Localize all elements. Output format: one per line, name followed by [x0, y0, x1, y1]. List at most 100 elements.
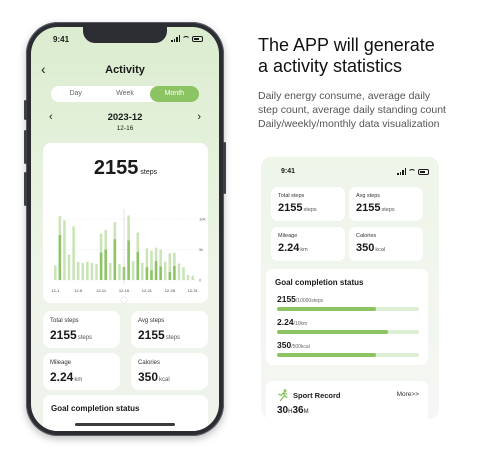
bar-light: [177, 263, 181, 280]
home-indicator: [75, 423, 175, 426]
panel-battery-icon: [418, 168, 429, 175]
bar-dark: [113, 239, 117, 280]
bar-light: [108, 262, 112, 280]
bar-light: [81, 262, 85, 280]
x-tick-label: 12-16: [119, 288, 130, 293]
sport-more-link[interactable]: More>>: [396, 391, 419, 398]
panel-calories-value: 350: [356, 242, 375, 254]
description: Daily energy consume, average daily step…: [258, 89, 498, 131]
calories-unit: kcal: [159, 377, 170, 383]
mileage-value: 2.24: [50, 370, 74, 384]
goal-calories-track: [277, 353, 419, 357]
nav-bar: ‹ Activity: [31, 61, 219, 77]
panel-calories-card: Calories 350kcal: [349, 227, 423, 261]
description-line-2: step count, average daily standing count: [258, 104, 446, 116]
tab-week[interactable]: Week: [116, 90, 134, 97]
battery-icon: [192, 35, 203, 42]
x-tick-label: 12-21: [142, 288, 153, 293]
volume-down-button: [24, 172, 27, 206]
bar-light: [63, 220, 66, 280]
panel-total-steps-unit: steps: [303, 207, 317, 213]
panel-mileage-label: Mileage: [278, 233, 298, 239]
steps-count: 2155: [93, 157, 139, 179]
status-time: 9:41: [53, 35, 70, 44]
goal-calories-value: 350: [277, 340, 292, 350]
mileage-card: Mileage 2.24km: [43, 353, 120, 390]
goal-completion-title: Goal completion status: [275, 278, 364, 287]
total-steps-card: Total steps 2155steps: [43, 311, 120, 348]
panel-total-steps-label: Total steps: [278, 193, 305, 199]
sport-record-title: Sport Record: [293, 391, 341, 400]
back-chevron-icon[interactable]: ‹: [41, 61, 46, 77]
panel-total-steps-card: Total steps 2155steps: [271, 187, 345, 221]
chart-handle[interactable]: [120, 296, 128, 303]
notch: [83, 27, 167, 43]
x-tick-label: 12-6: [74, 288, 83, 293]
bar-light: [186, 275, 190, 280]
panel-mileage-unit: km: [300, 247, 308, 253]
bar-light: [76, 261, 80, 280]
goal-distance-track: [277, 330, 419, 334]
bar-light: [131, 261, 135, 280]
wifi-icon: [182, 35, 190, 42]
sport-hours-unit: H: [288, 409, 293, 415]
steps-chart-card: 2155 steps 10k 5k 0 12-1 12-6 12-11 12-16 12-21 1…: [43, 143, 208, 303]
calories-label: Calories: [138, 360, 161, 366]
bar-dark: [136, 251, 140, 280]
bar-dark: [104, 249, 107, 280]
goal-calories-fill: [277, 353, 377, 357]
bar-dark: [159, 266, 162, 280]
avg-steps-value: 2155: [138, 328, 165, 342]
avg-steps-unit: steps: [165, 335, 181, 341]
status-bar: 9:41: [31, 35, 219, 47]
steps-bar-chart[interactable]: 10k 5k 0 12-1 12-6 12-11 12-16 12-21 12-26 12-31: [43, 143, 208, 303]
sport-minutes: 36: [292, 405, 304, 416]
goal-row-calories: 350/500kcal: [277, 340, 419, 357]
bar-light: [191, 275, 194, 280]
calories-card: Calories 350kcal: [131, 353, 208, 390]
period-day: 12-16: [116, 125, 134, 132]
volume-up-button: [24, 130, 27, 164]
description-line-3: Daily/weekly/monthly data visualization: [258, 118, 440, 130]
avg-steps-card: Avg steps 2155steps: [131, 311, 208, 348]
bar-light: [118, 264, 121, 280]
y-tick-label: 5k: [199, 247, 203, 252]
panel-avg-steps-value: 2155: [356, 202, 381, 214]
panel-calories-label: Calories: [356, 233, 377, 239]
running-icon: [278, 389, 288, 401]
bar-light: [145, 248, 149, 280]
bar-dark: [127, 240, 130, 280]
tab-month[interactable]: Month: [149, 86, 199, 102]
steps-summary: 2155 steps: [43, 157, 208, 180]
panel-total-steps-value: 2155: [278, 202, 303, 214]
period-year-month: 2023-12: [107, 112, 143, 123]
total-steps-label: Total steps: [50, 318, 79, 324]
y-tick-label: 0: [199, 278, 202, 283]
panel-avg-steps-label: Avg steps: [356, 193, 381, 199]
goal-distance-fill: [277, 330, 388, 334]
tab-day[interactable]: Day: [69, 90, 82, 97]
total-steps-value: 2155: [50, 328, 77, 342]
headline-line-2: a activity statistics: [258, 56, 403, 76]
panel-signal-icon: [397, 168, 406, 175]
bar-light: [163, 261, 167, 280]
bar-dark: [154, 261, 158, 280]
panel-avg-steps-unit: steps: [381, 207, 395, 213]
bar-light: [159, 249, 162, 280]
next-chevron-icon[interactable]: ›: [197, 111, 201, 123]
bar-dark: [145, 267, 149, 280]
goal-distance-value: 2.24: [277, 317, 294, 327]
x-tick-label: 12-26: [165, 288, 176, 293]
steps-unit: steps: [140, 169, 158, 176]
prev-chevron-icon[interactable]: ‹: [49, 111, 53, 123]
bar-light: [95, 264, 98, 280]
goal-distance-target: /10km: [293, 321, 308, 327]
x-tick-label: 12-1: [51, 288, 60, 293]
sport-record-card[interactable]: Sport Record More>> 30H36M: [266, 381, 428, 419]
panel-wifi-icon: [408, 168, 416, 175]
bar-light: [141, 262, 144, 280]
total-steps-unit: steps: [77, 335, 93, 341]
bar-dark: [99, 252, 103, 280]
mileage-unit: km: [74, 377, 83, 383]
sport-hours: 30: [277, 405, 289, 416]
